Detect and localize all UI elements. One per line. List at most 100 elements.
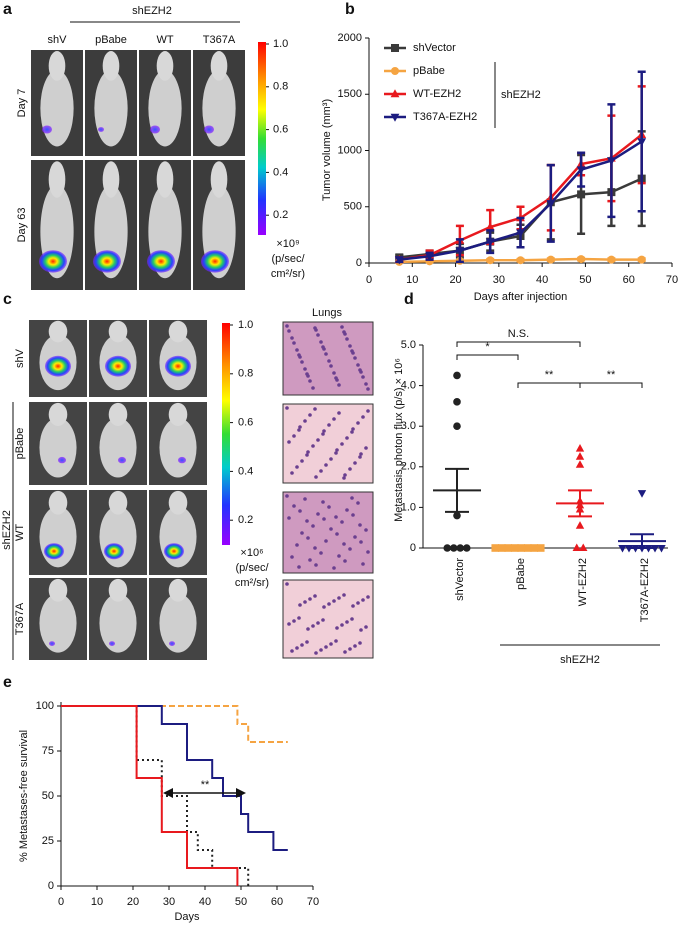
y-tick-label: 1000 [338, 144, 362, 156]
nucleus [308, 558, 312, 562]
x-axis-label: Days [174, 911, 200, 923]
nucleus [313, 546, 317, 550]
nucleus [342, 542, 346, 546]
panel-label: c [3, 291, 12, 308]
nucleus [358, 368, 362, 372]
nucleus [287, 440, 291, 444]
mouse-head [168, 402, 188, 427]
nucleus [350, 430, 354, 434]
signal [109, 641, 115, 646]
colorbar-label: 0.2 [273, 209, 288, 221]
nucleus [321, 432, 325, 436]
x-tick-label: 30 [493, 274, 505, 286]
nucleus [340, 325, 344, 329]
y-axis-label: Metastasis photon flux (p/s) × 10⁶ [393, 358, 405, 522]
mouse-head [102, 51, 120, 81]
x-tick-label: 60 [271, 896, 283, 908]
x-tick-label: T367A-EZH2 [639, 558, 651, 622]
colorbar-label: 0.6 [273, 124, 288, 136]
y-tick-label: 0 [356, 257, 362, 269]
marker [650, 544, 660, 553]
column-label: shV [48, 34, 68, 46]
colorbar-label: 0.4 [273, 166, 288, 178]
y-tick-label: 1.0 [401, 501, 416, 513]
nucleus [332, 566, 336, 570]
mouse-body [99, 593, 137, 653]
nucleus [358, 455, 362, 459]
mouse-head [168, 578, 188, 602]
x-tick-label: pBabe [515, 558, 527, 590]
marker [637, 490, 647, 498]
mouse-body [39, 593, 77, 653]
nucleus [345, 620, 349, 624]
nucleus [334, 639, 338, 643]
nucleus [327, 423, 331, 427]
row-label: T367A [14, 602, 26, 635]
nucleus [343, 559, 347, 563]
marker [516, 229, 525, 238]
row-label: shV [14, 348, 26, 368]
x-tick-label: 60 [623, 274, 635, 286]
nucleus [329, 527, 333, 531]
x-tick-label: 50 [579, 274, 591, 286]
nucleus [285, 324, 289, 328]
nucleus [306, 450, 310, 454]
nucleus [348, 647, 352, 651]
marker [576, 166, 586, 175]
marker [485, 222, 495, 231]
row-label: Day 63 [16, 208, 28, 243]
significance-bracket [517, 382, 581, 388]
signal [204, 125, 214, 134]
x-tick-label: 40 [199, 896, 211, 908]
x-tick-label: 0 [58, 896, 64, 908]
nucleus [313, 326, 317, 330]
marker [456, 544, 465, 552]
nucleus [353, 461, 357, 465]
column-label: T367A [203, 34, 236, 46]
y-tick-label: 2.0 [401, 461, 416, 473]
histology [282, 491, 374, 574]
nucleus [292, 619, 296, 623]
x-tick-label: WT-EZH2 [577, 558, 589, 606]
nucleus [287, 516, 291, 520]
nucleus [285, 406, 289, 410]
nucleus [364, 446, 368, 450]
signal [98, 127, 104, 132]
y-tick-label: 2000 [338, 32, 362, 44]
row-label: Day 7 [16, 89, 28, 118]
nucleus [305, 519, 309, 523]
marker [546, 200, 556, 209]
sem-bar [445, 467, 469, 513]
signal [165, 355, 191, 377]
nucleus [327, 602, 331, 606]
signal [58, 456, 66, 464]
y-axis-label: % Metastases-free survival [18, 730, 30, 862]
mouse-body [40, 70, 74, 147]
nucleus [334, 451, 338, 455]
group-label: shEZH2 [560, 654, 600, 666]
mouse-head [108, 578, 128, 602]
marker [453, 371, 461, 380]
colorbar-label: 1.0 [273, 38, 288, 50]
nucleus [305, 453, 309, 457]
nucleus [295, 348, 299, 352]
column-label: pBabe [95, 34, 127, 46]
legend-group: shEZH2 [501, 89, 541, 101]
nucleus [300, 643, 304, 647]
mouse-head [48, 51, 66, 81]
nucleus [308, 597, 312, 601]
histology-title: Lungs [312, 307, 342, 319]
marker [579, 543, 588, 552]
arrow-head [236, 788, 246, 798]
marker [485, 238, 495, 247]
annotation: ** [201, 779, 210, 791]
column-label: WT [156, 34, 173, 46]
nucleus [298, 603, 302, 607]
nucleus [319, 340, 323, 344]
nucleus [353, 644, 357, 648]
nucleus [300, 531, 304, 535]
nucleus [342, 593, 346, 597]
nucleus [356, 601, 360, 605]
survival-curve [61, 705, 288, 743]
nucleus [297, 616, 301, 620]
